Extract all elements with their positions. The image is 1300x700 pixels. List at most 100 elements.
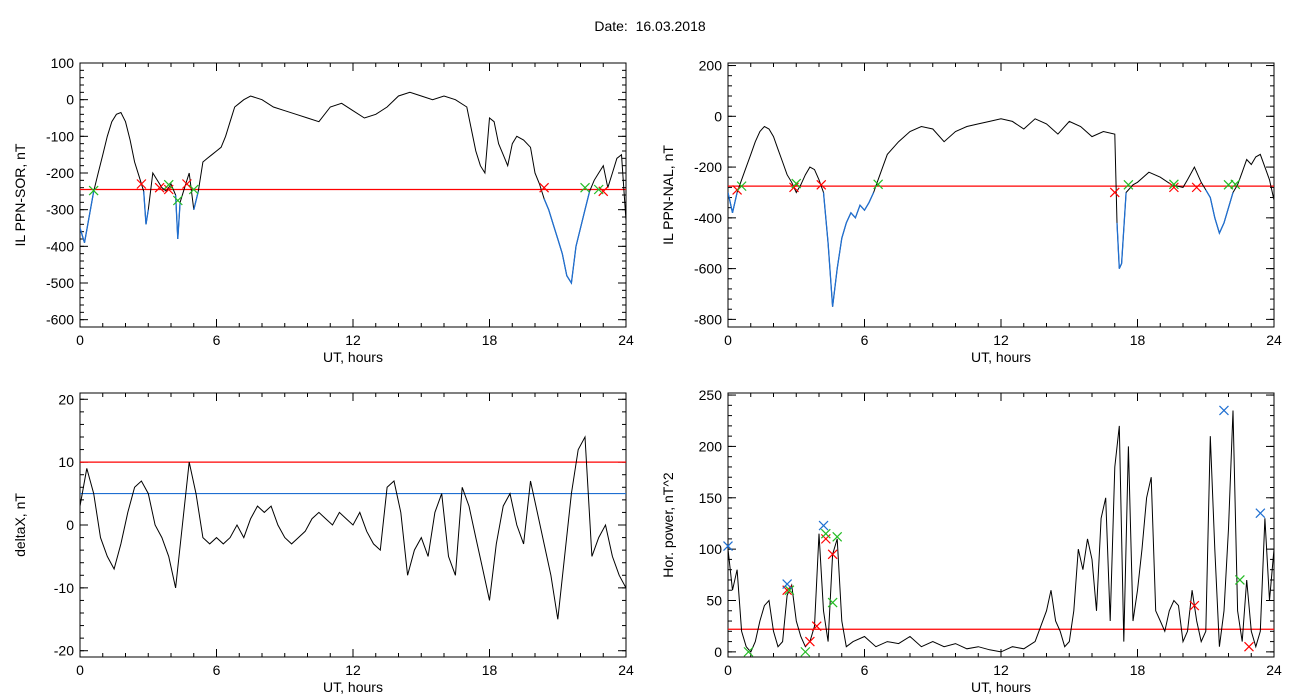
x-tick-label: 6 xyxy=(861,662,869,678)
y-tick-label: 250 xyxy=(699,387,723,403)
figure-header: Date: 16.03.2018 xyxy=(0,18,1300,34)
marker-blue xyxy=(818,520,829,531)
x-tick-label: 6 xyxy=(861,332,869,348)
marker-red xyxy=(827,549,838,560)
below-threshold-segment xyxy=(543,191,591,285)
data-series-line xyxy=(728,410,1274,653)
marker-blue xyxy=(723,541,733,551)
marker-stroke xyxy=(188,184,199,195)
marker-red xyxy=(1189,600,1200,611)
plot-frame xyxy=(727,392,1275,658)
marker-red xyxy=(136,179,147,189)
below-threshold-segment xyxy=(193,191,199,210)
y-tick-label: 0 xyxy=(714,644,722,660)
y-tick-label: -100 xyxy=(46,128,74,144)
marker-green xyxy=(832,531,843,542)
x-tick-label: 6 xyxy=(213,332,221,348)
marker-stroke xyxy=(723,541,733,551)
y-tick-label: -600 xyxy=(46,312,74,328)
y-tick-label: -10 xyxy=(54,580,74,596)
y-tick-label: 200 xyxy=(699,438,723,454)
marker-red xyxy=(1244,641,1254,652)
marker-stroke xyxy=(1168,182,1179,193)
marker-stroke xyxy=(791,178,802,189)
marker-green xyxy=(820,528,831,539)
y-tick-label: 0 xyxy=(714,108,722,124)
marker-stroke xyxy=(827,597,838,608)
x-tick-label: 12 xyxy=(993,332,1009,348)
panel-deltax: 0 6 12 18 24 20 10 0 -10 -20 UT, hours deltaX, nT xyxy=(12,391,634,695)
y-tick-label: 20 xyxy=(58,391,74,407)
plot-area xyxy=(728,118,1274,307)
marker-stroke xyxy=(136,179,147,189)
below-threshold-segment xyxy=(1116,192,1127,269)
plot-frame xyxy=(727,62,1275,328)
marker-blue xyxy=(1255,508,1266,519)
marker-green xyxy=(784,585,795,596)
marker-stroke xyxy=(782,579,793,589)
plot-area xyxy=(80,91,626,285)
marker-stroke xyxy=(163,179,174,190)
y-axis-label: IL PPN-SOR, nT xyxy=(12,143,28,246)
marker-stroke xyxy=(172,195,183,206)
marker-red xyxy=(811,621,822,632)
marker-stroke xyxy=(1168,179,1179,190)
plot-frame xyxy=(79,62,627,328)
y-axis-label: IL PPN-NAL, nT xyxy=(660,145,676,245)
y-tick-label: 100 xyxy=(51,55,75,71)
marker-red xyxy=(816,179,827,190)
x-tick-label: 12 xyxy=(993,662,1009,678)
y-tick-label: -300 xyxy=(46,202,74,218)
x-tick-label: 24 xyxy=(1266,662,1282,678)
x-tick-label: 24 xyxy=(1266,332,1282,348)
marker-stroke xyxy=(1244,641,1254,652)
marker-blue xyxy=(782,579,793,589)
y-tick-label: -400 xyxy=(694,210,722,226)
below-threshold-segment xyxy=(80,191,95,243)
x-tick-label: 18 xyxy=(1130,662,1146,678)
marker-green xyxy=(88,185,99,196)
marker-stroke xyxy=(88,185,99,196)
marker-green xyxy=(172,195,183,206)
x-axis-label: UT, hours xyxy=(971,349,1031,365)
marker-stroke xyxy=(832,531,843,542)
below-threshold-segment xyxy=(822,192,875,307)
panel-ppn-sor: 0 6 12 18 24 100 0 -100 -200 -300 -400 -500 -600 UT, … xyxy=(12,55,634,365)
x-axis-label: UT, hours xyxy=(971,679,1031,695)
x-tick-label: 24 xyxy=(618,332,634,348)
below-threshold-segment xyxy=(174,194,181,240)
marker-stroke xyxy=(820,533,831,544)
marker-stroke xyxy=(800,646,811,657)
y-tick-label: 200 xyxy=(699,58,723,74)
data-series-line xyxy=(80,435,626,620)
marker-stroke xyxy=(163,184,174,195)
x-tick-label: 6 xyxy=(213,662,221,678)
panel-ppn-nal: 0 6 12 18 24 200 0 -200 -400 -600 -800 UT, hours IL … xyxy=(660,58,1282,365)
y-tick-label: -20 xyxy=(54,643,74,659)
y-tick-label: 10 xyxy=(58,454,74,470)
x-tick-label: 24 xyxy=(618,662,634,678)
marker-stroke xyxy=(539,182,550,193)
y-tick-label: 0 xyxy=(66,517,74,533)
marker-stroke xyxy=(182,179,192,189)
y-tick-label: -600 xyxy=(694,261,722,277)
marker-stroke xyxy=(1109,187,1120,198)
x-tick-label: 0 xyxy=(76,332,84,348)
x-tick-label: 18 xyxy=(482,662,498,678)
marker-stroke xyxy=(1255,508,1266,519)
x-axis-label: UT, hours xyxy=(323,679,383,695)
marker-stroke xyxy=(154,182,165,193)
marker-stroke xyxy=(811,621,822,632)
y-tick-label: 150 xyxy=(699,490,723,506)
x-tick-label: 18 xyxy=(482,332,498,348)
y-tick-label: 0 xyxy=(66,92,74,108)
y-tick-label: 50 xyxy=(706,593,722,609)
marker-stroke xyxy=(1191,182,1202,193)
marker-green xyxy=(580,182,590,193)
plot-area xyxy=(728,410,1274,653)
y-tick-label: 100 xyxy=(699,541,723,557)
y-tick-label: -500 xyxy=(46,275,74,291)
marker-red xyxy=(163,184,174,195)
x-tick-label: 12 xyxy=(345,662,361,678)
